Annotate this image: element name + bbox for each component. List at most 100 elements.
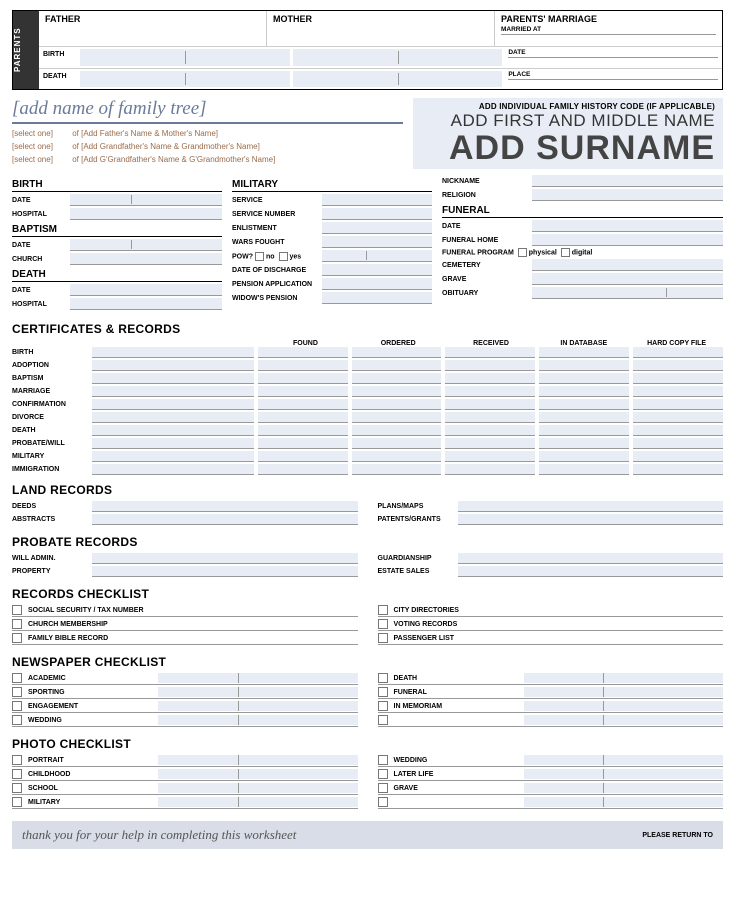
checkbox[interactable] bbox=[12, 619, 22, 629]
cert-cell[interactable] bbox=[258, 347, 348, 358]
rec-field[interactable] bbox=[92, 501, 358, 512]
rec-field[interactable] bbox=[92, 553, 358, 564]
field-date[interactable] bbox=[70, 239, 222, 251]
chk-field[interactable] bbox=[158, 797, 358, 807]
cert-cell[interactable] bbox=[352, 399, 442, 410]
father-death-field[interactable] bbox=[79, 71, 290, 87]
field-grave[interactable] bbox=[532, 273, 723, 285]
cert-cell[interactable] bbox=[445, 425, 535, 436]
cert-cell[interactable] bbox=[445, 360, 535, 371]
chk-field[interactable] bbox=[158, 783, 358, 793]
cert-cell[interactable] bbox=[352, 464, 442, 475]
cert-cell[interactable] bbox=[445, 451, 535, 462]
cert-cell[interactable] bbox=[633, 412, 723, 423]
cert-cell[interactable] bbox=[539, 412, 629, 423]
checkbox[interactable] bbox=[378, 755, 388, 765]
first-middle-name[interactable]: ADD FIRST AND MIDDLE NAME bbox=[421, 111, 715, 131]
chk-field[interactable] bbox=[524, 769, 724, 779]
cert-cell[interactable] bbox=[539, 373, 629, 384]
field-enlistment[interactable] bbox=[322, 222, 432, 234]
cert-cell[interactable] bbox=[445, 386, 535, 397]
cert-cell[interactable] bbox=[258, 386, 348, 397]
cert-cell[interactable] bbox=[633, 373, 723, 384]
field-date[interactable] bbox=[70, 194, 222, 206]
cert-cell[interactable] bbox=[445, 412, 535, 423]
cert-cell[interactable] bbox=[352, 360, 442, 371]
checkbox[interactable] bbox=[378, 633, 388, 643]
field-date-of-discharge[interactable] bbox=[322, 264, 432, 276]
chk-field[interactable] bbox=[158, 687, 358, 697]
cert-cell[interactable] bbox=[633, 438, 723, 449]
rec-field[interactable] bbox=[458, 514, 724, 525]
chk-field[interactable] bbox=[524, 797, 724, 807]
checkbox[interactable] bbox=[12, 715, 22, 725]
field-nickname[interactable] bbox=[532, 175, 723, 187]
checkbox[interactable] bbox=[378, 769, 388, 779]
field-wars-fought[interactable] bbox=[322, 236, 432, 248]
chk-field[interactable] bbox=[524, 673, 724, 683]
field-date[interactable] bbox=[532, 220, 723, 232]
cert-cell[interactable] bbox=[445, 438, 535, 449]
cert-desc[interactable] bbox=[92, 438, 254, 449]
cert-cell[interactable] bbox=[539, 425, 629, 436]
chk-field[interactable] bbox=[524, 715, 724, 725]
field-hospital[interactable] bbox=[70, 208, 222, 220]
checkbox[interactable] bbox=[378, 687, 388, 697]
cert-cell[interactable] bbox=[539, 451, 629, 462]
field-obituary[interactable] bbox=[532, 287, 723, 299]
cert-cell[interactable] bbox=[445, 464, 535, 475]
checkbox[interactable] bbox=[12, 755, 22, 765]
field-religion[interactable] bbox=[532, 189, 723, 201]
cert-cell[interactable] bbox=[258, 412, 348, 423]
cert-cell[interactable] bbox=[633, 386, 723, 397]
cert-cell[interactable] bbox=[352, 347, 442, 358]
cert-cell[interactable] bbox=[258, 464, 348, 475]
field-date[interactable] bbox=[70, 284, 222, 296]
tree-name[interactable]: [add name of family tree] bbox=[12, 98, 403, 124]
cert-cell[interactable] bbox=[539, 360, 629, 371]
rec-field[interactable] bbox=[92, 566, 358, 577]
checkbox[interactable] bbox=[12, 673, 22, 683]
cert-cell[interactable] bbox=[352, 451, 442, 462]
cert-cell[interactable] bbox=[445, 399, 535, 410]
surname[interactable]: ADD SURNAME bbox=[421, 131, 715, 165]
rec-field[interactable] bbox=[458, 501, 724, 512]
checkbox[interactable] bbox=[378, 701, 388, 711]
chk-field[interactable] bbox=[524, 701, 724, 711]
cert-cell[interactable] bbox=[633, 399, 723, 410]
cert-desc[interactable] bbox=[92, 451, 254, 462]
mother-death-field[interactable] bbox=[292, 71, 503, 87]
checkbox[interactable] bbox=[378, 783, 388, 793]
cert-cell[interactable] bbox=[633, 464, 723, 475]
chk-field[interactable] bbox=[158, 769, 358, 779]
field-hospital[interactable] bbox=[70, 298, 222, 310]
cert-desc[interactable] bbox=[92, 464, 254, 475]
cert-cell[interactable] bbox=[539, 399, 629, 410]
rec-field[interactable] bbox=[92, 514, 358, 525]
cert-cell[interactable] bbox=[445, 347, 535, 358]
cert-cell[interactable] bbox=[258, 451, 348, 462]
chk-field[interactable] bbox=[524, 687, 724, 697]
cert-cell[interactable] bbox=[352, 373, 442, 384]
cert-desc[interactable] bbox=[92, 386, 254, 397]
cert-cell[interactable] bbox=[539, 464, 629, 475]
cert-cell[interactable] bbox=[258, 373, 348, 384]
father-birth-field[interactable] bbox=[79, 49, 290, 65]
cert-cell[interactable] bbox=[633, 451, 723, 462]
cert-cell[interactable] bbox=[539, 438, 629, 449]
checkbox[interactable] bbox=[12, 797, 22, 807]
cert-cell[interactable] bbox=[352, 412, 442, 423]
cert-cell[interactable] bbox=[539, 386, 629, 397]
cert-cell[interactable] bbox=[633, 360, 723, 371]
cert-desc[interactable] bbox=[92, 425, 254, 436]
checkbox[interactable] bbox=[12, 783, 22, 793]
field-service-number[interactable] bbox=[322, 208, 432, 220]
chk-field[interactable] bbox=[524, 755, 724, 765]
chk-field[interactable] bbox=[158, 701, 358, 711]
cert-cell[interactable] bbox=[258, 360, 348, 371]
cert-cell[interactable] bbox=[258, 399, 348, 410]
cert-cell[interactable] bbox=[258, 438, 348, 449]
rec-field[interactable] bbox=[458, 566, 724, 577]
field-funeral-home[interactable] bbox=[532, 234, 723, 246]
chk-field[interactable] bbox=[158, 755, 358, 765]
